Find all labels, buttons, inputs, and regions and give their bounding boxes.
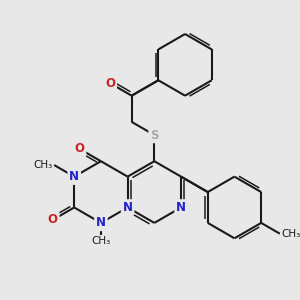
Text: S: S	[150, 128, 159, 142]
Text: O: O	[48, 213, 58, 226]
Text: CH₃: CH₃	[91, 236, 111, 246]
Text: CH₃: CH₃	[33, 160, 52, 170]
Text: N: N	[176, 201, 186, 214]
Text: CH₃: CH₃	[282, 229, 300, 239]
Text: N: N	[69, 170, 79, 183]
Text: O: O	[105, 77, 115, 90]
Text: N: N	[96, 216, 106, 230]
Text: N: N	[123, 201, 133, 214]
Text: O: O	[75, 142, 85, 155]
